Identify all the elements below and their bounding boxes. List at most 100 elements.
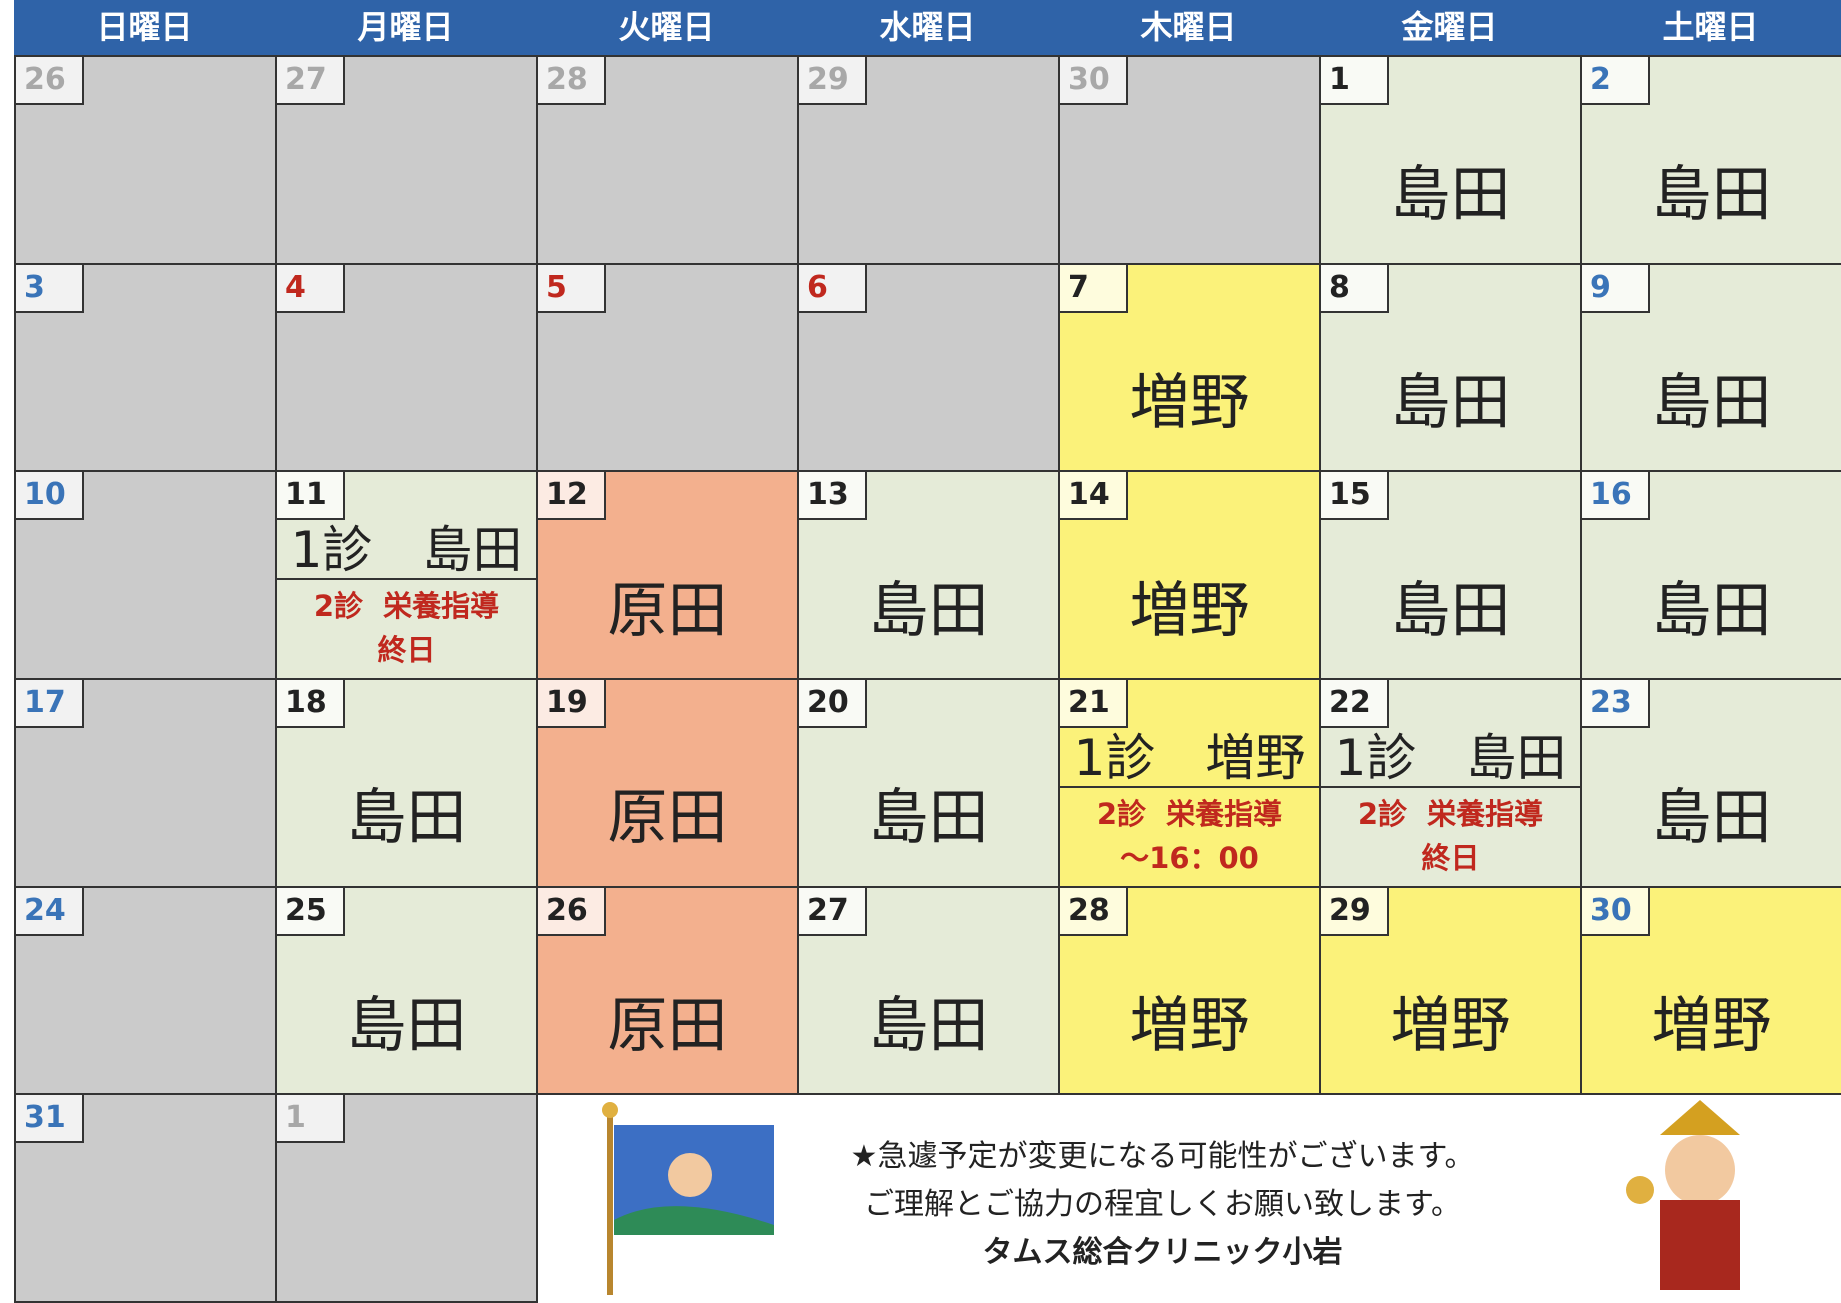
day-cell: 19 原田 [536, 678, 799, 888]
flag-illustration [602, 1102, 774, 1295]
weekday-label: 水曜日 [879, 8, 976, 46]
doctor-name: 原田 [607, 575, 728, 646]
day-number: 23 [1582, 680, 1650, 728]
day-cell: 12 原田 [536, 470, 799, 680]
day-number: 27 [799, 887, 867, 936]
day-cell: 29 増野 [1319, 885, 1582, 1096]
day-cell: 28 [536, 55, 799, 265]
day-cell: 7 増野 [1058, 262, 1321, 473]
day-number: 10 [16, 472, 84, 521]
day-number: 31 [16, 1095, 84, 1144]
day-number: 17 [16, 680, 84, 728]
day-number: 30 [1060, 57, 1128, 105]
day-number: 19 [538, 680, 606, 728]
day-number: 20 [799, 680, 867, 728]
doctor-name: 島田 [1651, 160, 1772, 231]
day-number: 6 [799, 264, 867, 313]
day-cell: 18 島田 [275, 678, 538, 888]
doctor-name: 増野 [1129, 990, 1250, 1061]
doctor-name: 島田 [346, 783, 467, 854]
day-number: 13 [799, 472, 867, 521]
day-number: 14 [1060, 472, 1128, 521]
day-cell: 29 [797, 55, 1060, 265]
doctor-name: 島田 [868, 783, 989, 854]
doctor-name: 島田 [1651, 783, 1772, 854]
day-number: 29 [1321, 887, 1389, 936]
day-cell: 15 島田 [1319, 470, 1582, 680]
day-cell: 20 島田 [797, 678, 1060, 888]
day-cell: 4 [275, 262, 538, 473]
day-cell: 28 増野 [1058, 885, 1321, 1096]
day-cell: 5 [536, 262, 799, 473]
notice-line: ご理解とご協力の程宜しくお願い致します。 [864, 1187, 1461, 1223]
day-number: 15 [1321, 472, 1389, 521]
day-cell: 24 [14, 885, 277, 1096]
weekday-label: 月曜日 [357, 8, 454, 46]
clinic-2-line: 終日 [1421, 841, 1480, 875]
day-number: 16 [1582, 472, 1650, 521]
doctor-name: 増野 [1651, 990, 1772, 1061]
day-number: 25 [277, 887, 345, 936]
day-number: 29 [799, 57, 867, 105]
day-number: 8 [1321, 264, 1389, 313]
day-cell: 13 島田 [797, 470, 1060, 680]
clinic-name: タムス総合クリニック小岩 [982, 1235, 1343, 1271]
day-number: 24 [16, 887, 84, 936]
day-cell: 1 [275, 1093, 538, 1303]
day-number: 3 [16, 264, 84, 313]
day-cell: 11 1診 島田 2診 栄養指導 終日 [275, 470, 538, 680]
doctor-name: 島田 [868, 990, 989, 1061]
day-cell: 30 増野 [1580, 885, 1841, 1096]
clinic-2-line: 終日 [377, 633, 436, 668]
day-number: 30 [1582, 887, 1650, 936]
clinic-2-line: ～16：00 [1120, 841, 1259, 875]
clinic-2: 2診 栄養指導 終日 [1321, 792, 1580, 880]
day-cell: 22 1診 島田 2診 栄養指導 終日 [1319, 678, 1582, 888]
day-cell: 3 [14, 262, 277, 473]
day-number: 7 [1060, 264, 1128, 313]
day-number: 2 [1582, 57, 1650, 105]
day-cell: 30 [1058, 55, 1321, 265]
clinic-1: 1診 増野 [1060, 730, 1319, 788]
day-number: 12 [538, 472, 606, 521]
doctor-name: 増野 [1390, 990, 1511, 1061]
day-number: 5 [538, 264, 606, 313]
day-number: 26 [538, 887, 606, 936]
weekday-label: 金曜日 [1401, 8, 1498, 46]
doctor-name: 増野 [1129, 367, 1250, 438]
doctor-name: 増野 [1129, 575, 1250, 646]
clinic-2-line: 2診 栄養指導 [1357, 797, 1544, 831]
day-cell: 27 島田 [797, 885, 1060, 1096]
clinic-2-line: 2診 栄養指導 [313, 589, 500, 624]
day-cell: 26 [14, 55, 277, 265]
day-cell: 16 島田 [1580, 470, 1841, 680]
doctor-name: 島田 [1390, 575, 1511, 646]
notice: ★急遽予定が変更になる可能性がございます。 ご理解とご協力の程宜しくお願い致します… [726, 1133, 1599, 1277]
day-number: 28 [538, 57, 606, 105]
clinic-2-line: 2診 栄養指導 [1096, 797, 1283, 831]
day-number: 27 [277, 57, 345, 105]
header-bar [14, 0, 1841, 55]
day-cell: 27 [275, 55, 538, 265]
day-number: 26 [16, 57, 84, 105]
clinic-1: 1診 島田 [1321, 730, 1580, 788]
day-cell: 8 島田 [1319, 262, 1582, 473]
clinic-1: 1診 島田 [277, 522, 536, 581]
day-cell: 14 増野 [1058, 470, 1321, 680]
day-number: 1 [1321, 57, 1389, 105]
notice-line: ★急遽予定が変更になる可能性がございます。 [850, 1139, 1475, 1175]
weekday-label: 日曜日 [96, 8, 193, 46]
day-cell: 1 島田 [1319, 55, 1582, 265]
weekday-label: 火曜日 [618, 8, 715, 46]
day-cell: 23 島田 [1580, 678, 1841, 888]
day-cell: 31 [14, 1093, 277, 1303]
day-cell: 21 1診 増野 2診 栄養指導 ～16：00 [1058, 678, 1321, 888]
doctor-name: 島田 [346, 990, 467, 1061]
day-number: 22 [1321, 680, 1389, 728]
day-cell: 17 [14, 678, 277, 888]
clinic-2: 2診 栄養指導 ～16：00 [1060, 792, 1319, 880]
doctor-name: 原田 [607, 990, 728, 1061]
day-cell: 6 [797, 262, 1060, 473]
doctor-name: 島田 [1651, 367, 1772, 438]
